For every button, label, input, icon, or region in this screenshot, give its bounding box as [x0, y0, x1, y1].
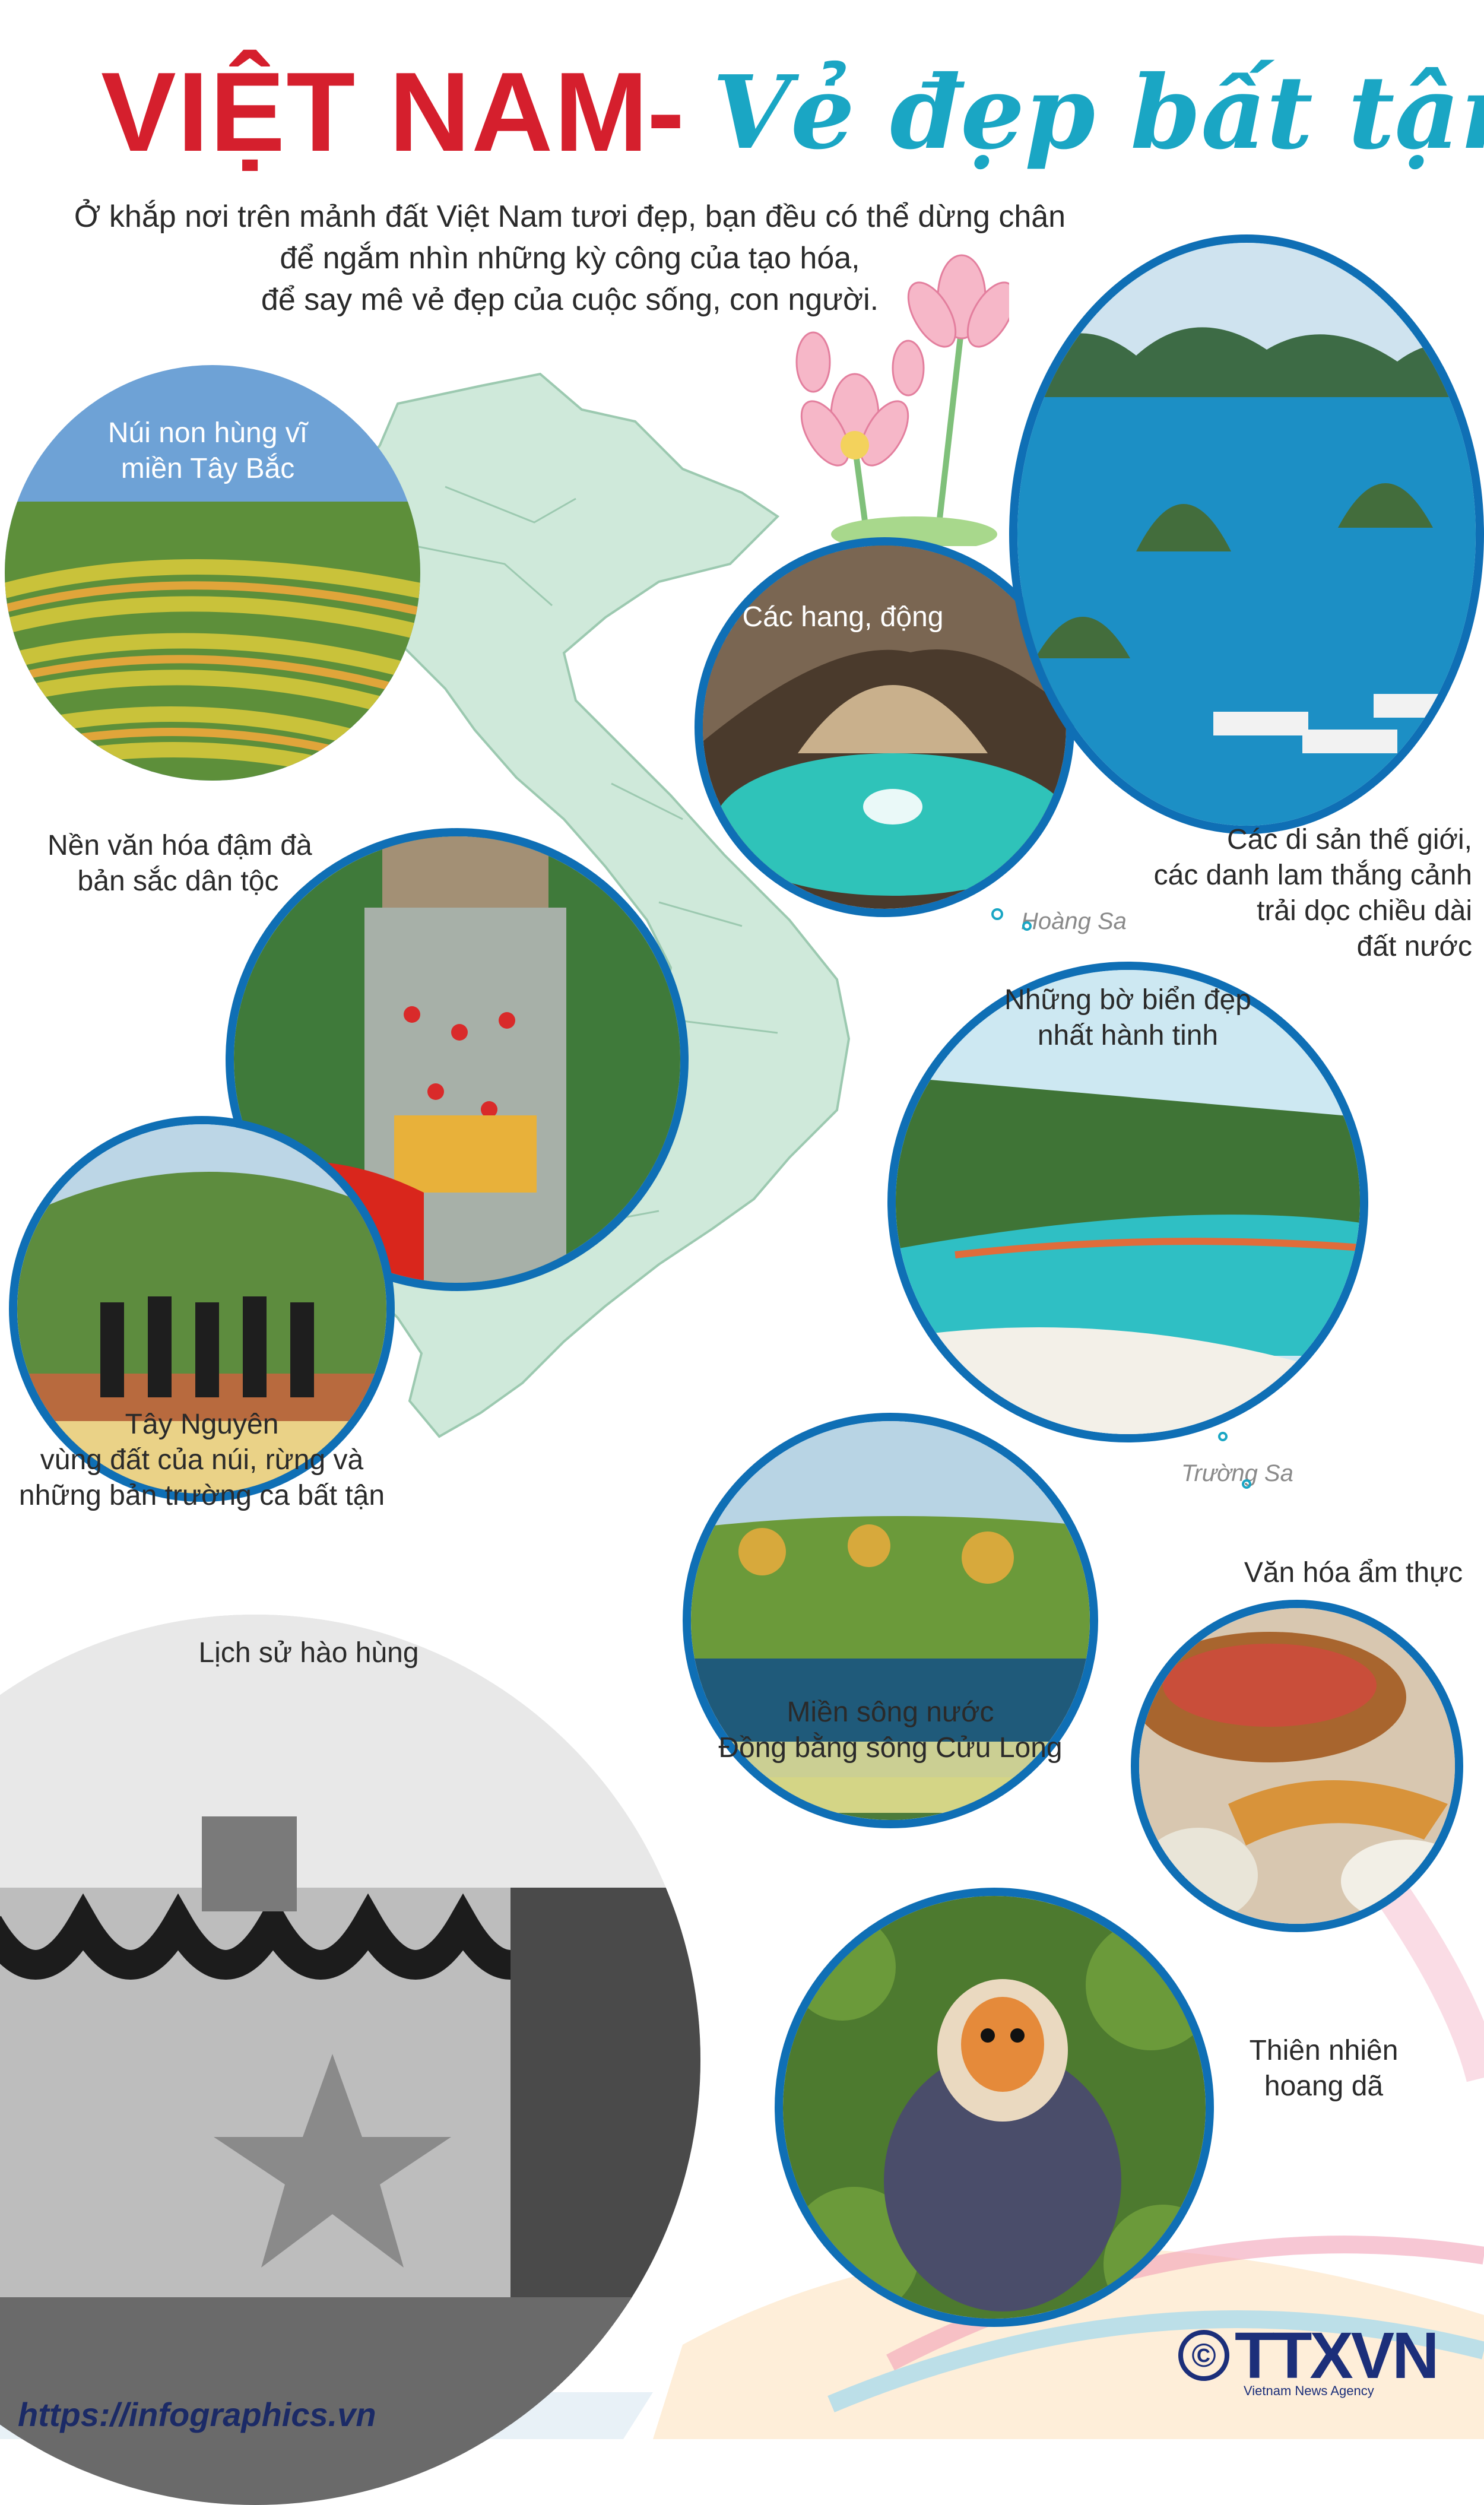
- caption-hang-dong: Các hang, động: [742, 601, 944, 633]
- vietnam-map: [337, 372, 851, 1438]
- caption-tay-bac: Núi non hùng vĩ miền Tây Bắc: [107, 417, 308, 484]
- caption-song-nuoc: Miền sông nước Đồng bằng sông Cửu Long: [718, 1697, 1063, 1764]
- photo-di-san: [1009, 234, 1484, 834]
- copyright-icon: ©: [1178, 2330, 1229, 2381]
- ttxvn-logo-subtitle: Vietnam News Agency: [1244, 2383, 1374, 2398]
- caption-lich-su: Lịch sử hào hùng: [198, 1637, 419, 1669]
- photo-am-thuc: [1131, 1600, 1463, 1932]
- title-dash: -: [647, 49, 685, 175]
- cave-illustration: [703, 546, 1066, 909]
- intro-line: Ở khắp nơi trên mảnh đất Việt Nam tươi đ…: [74, 199, 1066, 234]
- intro-line: để ngắm nhìn những kỳ công của tạo hóa,: [280, 241, 860, 275]
- truong-sa-label: Trường Sa: [1181, 1460, 1293, 1486]
- monkey-illustration: [783, 1896, 1206, 2319]
- photo-hang-dong: [695, 537, 1074, 917]
- hoang-sa-label: Hoàng Sa: [1021, 908, 1127, 934]
- caption-van-hoa: Nền văn hóa đậm đà bản sắc dân tộc: [47, 830, 312, 897]
- caption-am-thuc: Văn hóa ẩm thực: [1244, 1557, 1463, 1588]
- caption-thien-nhien: Thiên nhiên hoang dã: [1249, 2035, 1399, 2102]
- intro-line: để say mê vẻ đẹp của cuộc sống, con ngườ…: [261, 283, 879, 317]
- festival-illustration: [234, 836, 680, 1283]
- caption-tay-nguyen: Tây Nguyên vùng đất của núi, rừng và nhữ…: [18, 1409, 385, 1511]
- mekong-illustration: [691, 1421, 1090, 1820]
- ttxvn-logo: TTXVN: [1235, 2319, 1439, 2392]
- title-sub: Vẻ đẹp bất tận: [712, 53, 1484, 172]
- lotus-icon: [795, 254, 1009, 546]
- photo-thien-nhien: [775, 1888, 1214, 2327]
- beach-illustration: [896, 970, 1360, 1434]
- caption-bo-bien: Những bờ biển đẹp nhất hành tinh: [1004, 984, 1251, 1051]
- title-main: VIỆT NAM: [101, 49, 649, 175]
- food-illustration: [1139, 1608, 1455, 1924]
- highland-illustration: [17, 1124, 386, 1494]
- intro-text: Ở khắp nơi trên mảnh đất Việt Nam tươi đ…: [24, 196, 1116, 321]
- photo-song-nuoc: [683, 1413, 1098, 1828]
- bay-illustration: [1017, 243, 1476, 826]
- source-url[interactable]: https://infographics.vn: [18, 2396, 376, 2433]
- caption-di-san: Các di sản thế giới, các danh lam thắng …: [1153, 824, 1472, 962]
